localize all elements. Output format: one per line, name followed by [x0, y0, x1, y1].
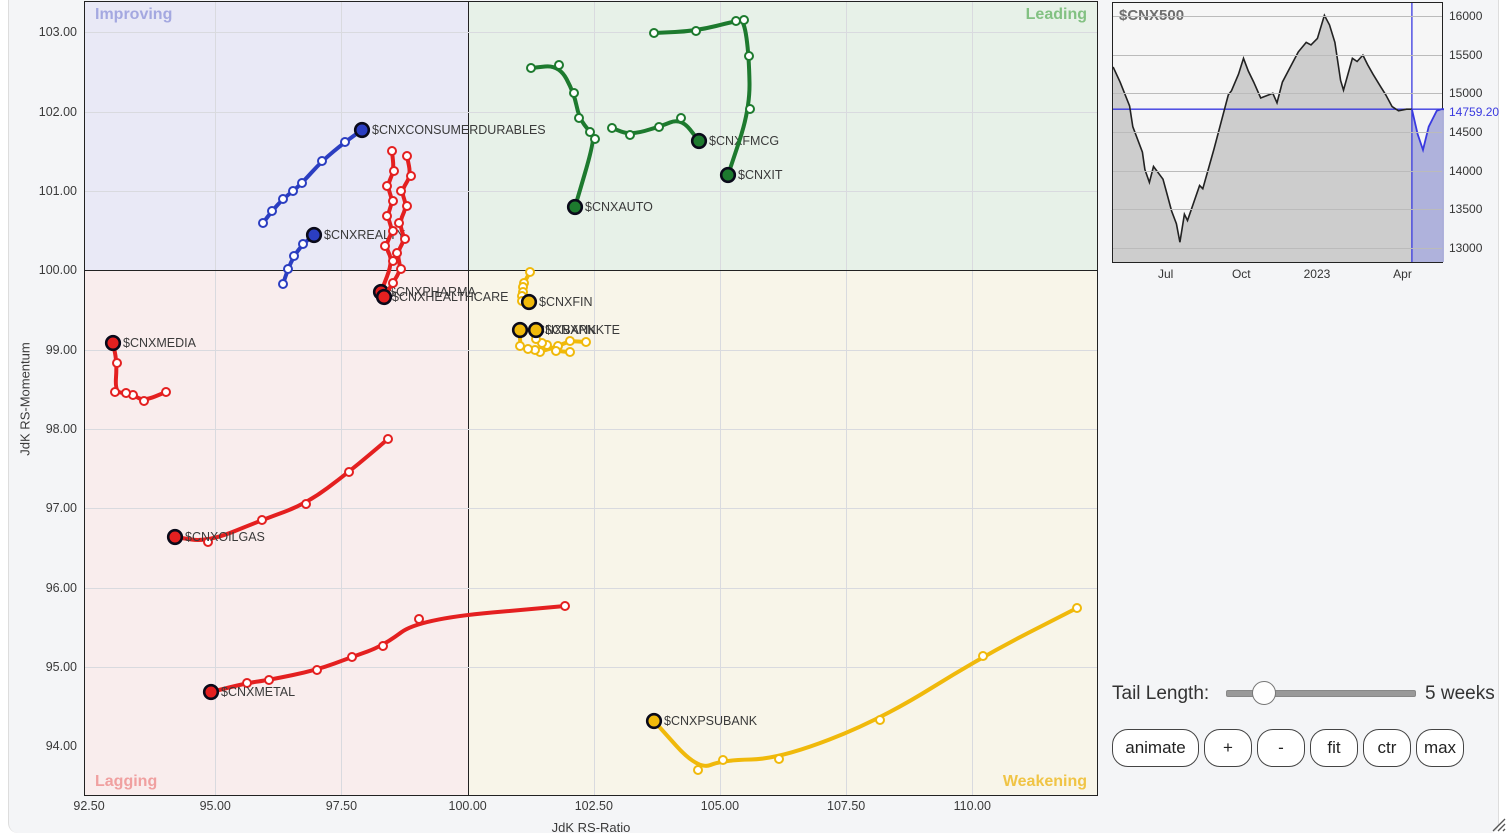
svg-text:$CNXCONSUMERDURABLES: $CNXCONSUMERDURABLES — [372, 123, 546, 137]
svg-text:$CNXFMCG: $CNXFMCG — [709, 134, 779, 148]
svg-text:$CNXHEALTHCARE: $CNXHEALTHCARE — [392, 290, 508, 304]
svg-text:$CNXIT: $CNXIT — [738, 168, 783, 182]
svg-text:$CNXOILGAS: $CNXOILGAS — [185, 530, 265, 544]
svg-text:$CNXMETAL: $CNXMETAL — [221, 685, 295, 699]
svg-text:$CNXMEDIA: $CNXMEDIA — [123, 336, 197, 350]
svg-text:$CNXPSUBANK: $CNXPSUBANK — [664, 714, 758, 728]
svg-text:$CNXAUTO: $CNXAUTO — [585, 200, 653, 214]
svg-text:$CNXPNKTE: $CNXPNKTE — [545, 323, 620, 337]
svg-text:$CNXFIN: $CNXFIN — [539, 295, 592, 309]
